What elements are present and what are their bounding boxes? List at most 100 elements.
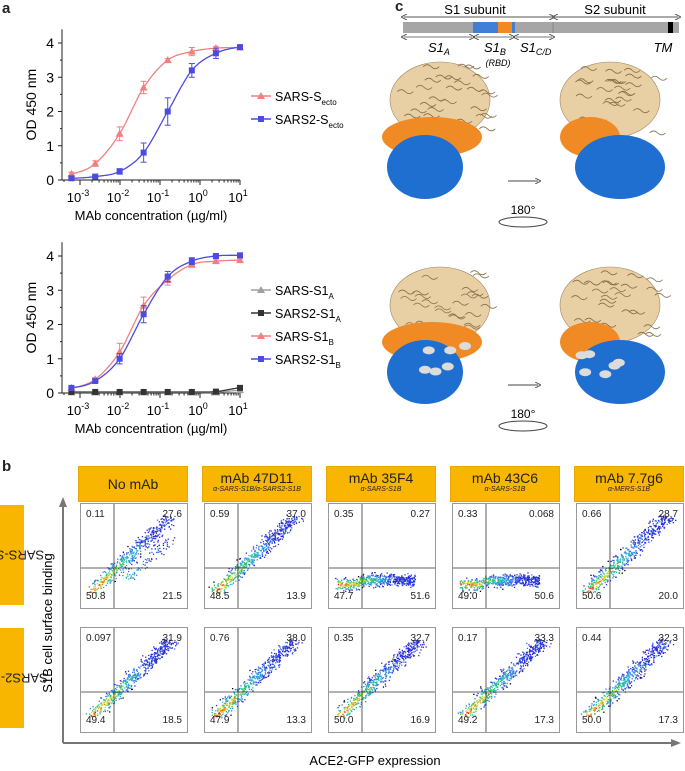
event-dot [397, 669, 399, 671]
event-dot [260, 679, 262, 681]
event-dot [111, 570, 114, 572]
event-dot [390, 574, 392, 576]
event-dot [465, 587, 467, 589]
event-dot [115, 695, 117, 697]
event-dot [142, 664, 144, 666]
event-dot [258, 679, 261, 682]
event-dot [352, 702, 354, 704]
event-dot [396, 668, 398, 670]
event-dot [236, 705, 239, 708]
event-dot [94, 581, 96, 584]
event-dot [534, 648, 536, 650]
event-dot [375, 583, 377, 586]
event-dot [105, 578, 107, 580]
event-dot [336, 588, 339, 590]
event-dot [265, 543, 268, 545]
event-dot [367, 576, 369, 578]
event-dot [661, 523, 664, 525]
event-dot [516, 670, 518, 672]
event-dot [228, 570, 230, 573]
event-dot [135, 669, 138, 672]
event-dot [360, 698, 362, 701]
event-dot [602, 580, 605, 582]
rbd-structure-right [559, 61, 668, 199]
event-dot [385, 578, 387, 580]
event-dot [153, 654, 156, 656]
event-dot [157, 549, 159, 552]
event-dot [125, 558, 127, 560]
event-dot [280, 530, 282, 532]
event-dot [272, 656, 274, 658]
event-dot [520, 578, 523, 580]
event-dot [535, 580, 537, 582]
event-dot [242, 572, 244, 575]
event-dot [100, 697, 102, 699]
y-axis-label: S1B cell surface binding [40, 553, 55, 692]
event-dot [463, 582, 465, 584]
event-dot [512, 663, 515, 665]
event-dot [377, 677, 380, 679]
event-dot [515, 578, 517, 580]
event-dot [244, 683, 247, 685]
event-dot [675, 519, 677, 521]
event-dot [241, 695, 243, 698]
event-dot [155, 558, 157, 560]
event-dot [101, 581, 103, 583]
event-dot [651, 528, 653, 530]
event-dot [368, 576, 371, 578]
quadrant-percent-ll: 49.4 [86, 715, 106, 726]
event-dot [275, 668, 277, 670]
event-dot [502, 679, 504, 681]
event-dot [524, 661, 526, 663]
event-dot [611, 567, 613, 570]
event-dot [343, 700, 345, 702]
event-dot [389, 676, 391, 678]
event-dot [225, 580, 227, 583]
event-dot [269, 659, 272, 662]
event-dot [346, 706, 348, 708]
event-dot [396, 665, 398, 667]
event-dot [416, 642, 418, 645]
event-dot [535, 585, 538, 588]
event-dot [363, 686, 365, 688]
event-dot [269, 541, 271, 544]
event-dot [173, 519, 175, 521]
event-dot [151, 558, 153, 561]
event-dot [339, 586, 341, 588]
event-dot [126, 553, 128, 556]
event-dot [363, 582, 365, 584]
event-dot [406, 647, 409, 649]
event-dot [540, 644, 542, 646]
event-dot [600, 573, 602, 575]
legend-label: SARS-Secto [275, 90, 337, 107]
event-dot [537, 648, 540, 650]
event-dot [239, 558, 241, 560]
event-dot [476, 588, 478, 590]
event-dot [515, 674, 518, 676]
event-dot [380, 679, 382, 681]
event-dot [658, 525, 660, 528]
event-dot [509, 584, 511, 586]
event-dot [482, 579, 484, 581]
event-dot [518, 662, 520, 664]
event-dot [509, 683, 512, 685]
event-dot [640, 542, 642, 544]
event-dot [379, 578, 381, 580]
event-dot [148, 657, 150, 660]
event-dot [240, 572, 242, 574]
event-dot [408, 657, 410, 659]
event-dot [413, 580, 415, 582]
event-dot [368, 577, 371, 579]
event-dot [144, 538, 147, 541]
panel-label-a: a [2, 0, 11, 17]
event-dot [220, 584, 222, 586]
event-dot [229, 705, 231, 707]
s1-subunit-label: S1 subunit [444, 2, 506, 17]
event-dot [613, 562, 615, 565]
event-dot [414, 578, 416, 580]
event-dot [617, 568, 619, 571]
event-dot [169, 641, 171, 643]
event-dot [409, 578, 411, 580]
flow-cytometry-plot: 0.76 38.0 47.9 13.3 [204, 627, 312, 733]
event-dot [481, 690, 483, 692]
